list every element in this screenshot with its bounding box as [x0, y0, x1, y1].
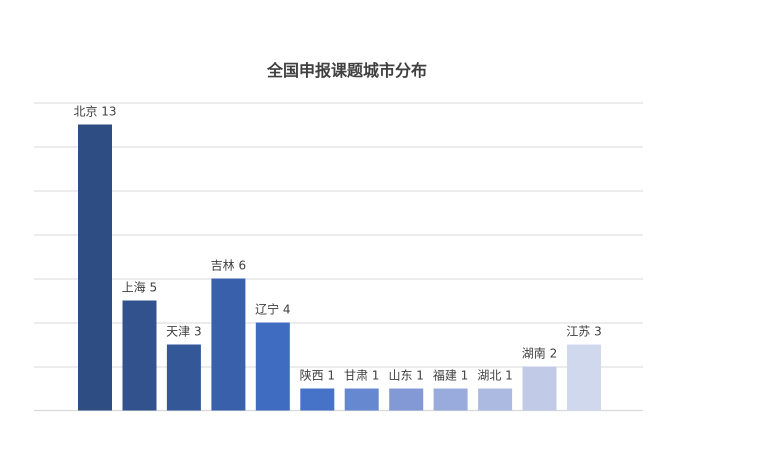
- bar-山东: [389, 388, 424, 411]
- data-label-湖南: 湖南 2: [522, 346, 557, 361]
- data-label-北京: 北京 13: [73, 105, 116, 119]
- data-labels: 北京 13 上海 5 天津 3 吉林 6 辽宁 4 陕西 1 甘肃 1 山东 1 福建 1 湖北 …: [73, 105, 601, 383]
- bar-北京: [78, 124, 112, 411]
- bar-吉林: [211, 278, 246, 411]
- data-label-上海: 上海 5: [122, 280, 157, 295]
- data-label-湖北: 湖北 1: [477, 368, 512, 383]
- data-label-甘肃: 甘肃 1: [344, 369, 379, 383]
- data-label-辽宁: 辽宁 4: [255, 302, 290, 317]
- data-label-江苏: 江苏 3: [566, 325, 601, 339]
- bar-福建: [433, 388, 468, 411]
- data-label-福建: 福建 1: [433, 368, 468, 383]
- data-label-陕西: 陕西 1: [300, 368, 335, 383]
- chart-title: 全国申报课题城市分布: [266, 61, 427, 80]
- data-label-山东: 山东 1: [388, 369, 423, 383]
- data-label-天津: 天津 3: [166, 325, 201, 339]
- bar-辽宁: [255, 322, 290, 411]
- bar-series: [78, 124, 601, 411]
- data-label-吉林: 吉林 6: [211, 259, 246, 273]
- bar-上海: [122, 300, 157, 411]
- bar-陕西: [300, 388, 335, 411]
- bar-湖南: [522, 366, 557, 411]
- bar-甘肃: [344, 388, 379, 411]
- bar-湖北: [478, 388, 513, 411]
- bar-江苏: [567, 344, 601, 411]
- bar-天津: [166, 344, 201, 411]
